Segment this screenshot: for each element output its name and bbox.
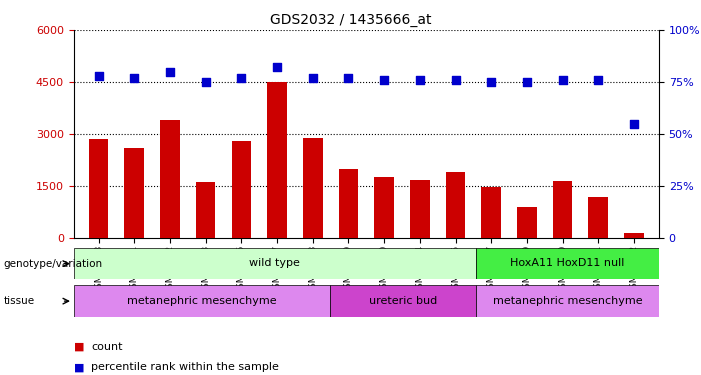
Bar: [329, 285, 476, 317]
Text: tissue: tissue: [4, 296, 34, 306]
Bar: [446, 172, 465, 238]
Point: [450, 77, 461, 83]
Bar: [476, 248, 659, 279]
Bar: [339, 169, 358, 238]
Bar: [89, 139, 109, 238]
Point: [414, 77, 426, 83]
Bar: [196, 182, 215, 238]
Bar: [303, 138, 322, 238]
Bar: [588, 196, 608, 238]
Text: HoxA11 HoxD11 null: HoxA11 HoxD11 null: [510, 258, 625, 268]
Bar: [267, 82, 287, 238]
Bar: [517, 207, 537, 238]
Text: ■: ■: [74, 342, 84, 352]
Text: count: count: [91, 342, 123, 352]
Point: [522, 79, 533, 85]
Bar: [624, 233, 644, 238]
Point: [271, 64, 283, 70]
Bar: [482, 187, 501, 238]
Point: [486, 79, 497, 85]
Bar: [476, 285, 659, 317]
Point: [164, 69, 175, 75]
Text: percentile rank within the sample: percentile rank within the sample: [91, 363, 279, 372]
Bar: [553, 181, 573, 238]
Point: [93, 73, 104, 79]
Point: [343, 75, 354, 81]
Text: ■: ■: [74, 363, 84, 372]
Point: [592, 77, 604, 83]
Point: [557, 77, 569, 83]
Bar: [125, 148, 144, 238]
Point: [379, 77, 390, 83]
Point: [628, 121, 639, 127]
Point: [236, 75, 247, 81]
Text: wild type: wild type: [250, 258, 300, 268]
Bar: [74, 248, 476, 279]
Point: [129, 75, 140, 81]
Text: ureteric bud: ureteric bud: [369, 296, 437, 306]
Text: metanephric mesenchyme: metanephric mesenchyme: [493, 296, 642, 306]
Point: [307, 75, 318, 81]
Text: GDS2032 / 1435666_at: GDS2032 / 1435666_at: [270, 13, 431, 27]
Text: metanephric mesenchyme: metanephric mesenchyme: [127, 296, 276, 306]
Bar: [374, 177, 394, 238]
Bar: [410, 180, 430, 238]
Bar: [74, 285, 329, 317]
Point: [200, 79, 211, 85]
Bar: [231, 141, 251, 238]
Bar: [160, 120, 179, 238]
Text: genotype/variation: genotype/variation: [4, 259, 102, 268]
